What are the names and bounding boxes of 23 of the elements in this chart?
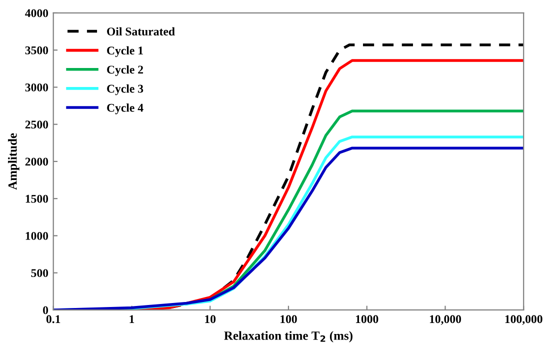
legend-label: Cycle 1 [107,46,143,57]
y-axis-title: Amplitude [8,133,20,190]
x-tick-label: 1 [130,315,134,324]
y-tick-label: 1000 [26,232,48,240]
x-tick-label: 0.1 [46,315,60,324]
x-tick-label: 10 [205,315,216,324]
legend-label: Oil Saturated [107,27,175,36]
y-tick-label: 2000 [25,158,48,166]
legend-label: Cycle 3 [107,84,144,96]
legend-label: Cycle 4 [107,103,144,114]
legend-label: Cycle 2 [107,65,144,76]
x-tick-label: 100,000 [505,315,542,325]
y-tick-label: 4000 [25,9,48,18]
y-tick-label: 3000 [25,83,48,92]
x-tick-label: 100 [280,315,297,324]
y-tick-label: 3500 [25,46,48,54]
x-axis-title: Relaxation time T$_{2}$ (ms) [224,331,352,342]
y-tick-label: 1500 [26,194,48,203]
y-tick-label: 0 [43,306,48,314]
x-tick-label: 10,000 [430,315,462,325]
y-tick-label: 500 [31,269,48,278]
x-tick-label: 1000 [356,315,378,324]
y-tick-label: 2500 [25,120,48,129]
